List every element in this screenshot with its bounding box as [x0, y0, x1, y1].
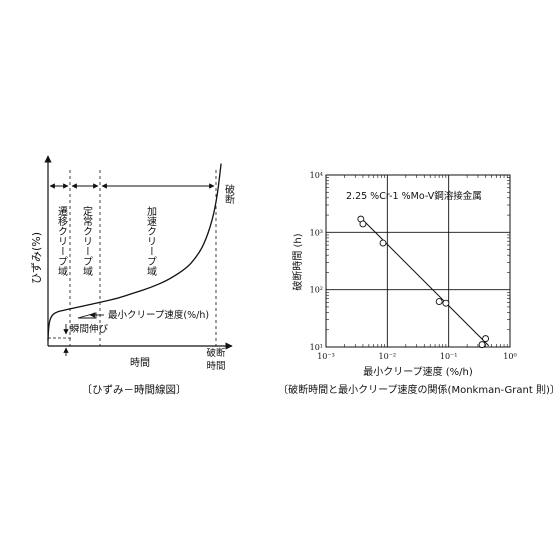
data-point: [442, 299, 450, 307]
rupture-time-line2: 時間: [206, 361, 225, 372]
tick-labels: 10⁻³ 10⁻² 10⁻¹ 10⁰ 10¹ 10² 10³ 10⁴: [310, 171, 517, 361]
y-axis-label: 破断時間 (h): [291, 233, 304, 290]
instant-elongation-label: 瞬間伸び: [70, 323, 109, 335]
x-tick-label: 10⁻¹: [440, 352, 458, 361]
x-axis-label: 時間: [130, 357, 150, 369]
data-point: [379, 239, 387, 247]
x-tick-label: 10⁻²: [379, 352, 397, 361]
data-point: [478, 341, 486, 349]
region-label-tertiary: 加速クリープ域: [145, 206, 157, 276]
x-axis-label: 最小クリープ速度 (%/h): [363, 365, 473, 378]
monkman-grant-plot: 10⁻³ 10⁻² 10⁻¹ 10⁰ 10¹ 10² 10³ 10⁴ 2.25 %Cr-1 %…: [278, 171, 560, 396]
y-tick-label: 10⁴: [310, 171, 323, 180]
legend-text: 2.25 %Cr-1 %Mo-V鋼溶接金属: [346, 190, 482, 202]
region-label-steady: 定常クリープ域: [81, 205, 93, 276]
y-tick-label: 10²: [310, 286, 323, 295]
data-point: [482, 335, 490, 343]
plot-frame: [325, 174, 511, 348]
y-tick-label: 10³: [310, 228, 323, 237]
y-tick-label: 10¹: [310, 343, 323, 352]
data-points: [357, 215, 490, 349]
min-rate-label: 最小クリープ速度(%/h): [108, 309, 209, 321]
left-caption: 〔ひずみ－時間線図〕: [82, 383, 187, 396]
creep-curve: [47, 163, 222, 341]
rupture-time-line1: 破断: [206, 347, 226, 359]
region-label-transient: 遷移クリープ域: [56, 206, 68, 276]
rupture-label: 破断: [223, 183, 235, 205]
fit-line: [359, 215, 490, 347]
right-caption: 〔破断時間と最小クリープ速度の関係(Monkman-Grant 則)〕: [278, 383, 560, 396]
data-point: [359, 220, 367, 228]
grid: [326, 175, 510, 347]
min-rate-tangent-marker: [77, 312, 97, 319]
strain-time-diagram: ひずみ(%) 時間 遷移クリープ域 定常クリープ域 加速クリープ域 破断 最小ク…: [30, 155, 235, 396]
x-tick-label: 10⁰: [503, 352, 516, 361]
x-tick-label: 10⁻³: [317, 352, 335, 361]
data-point: [435, 298, 443, 306]
y-axis-label: ひずみ(%): [30, 232, 43, 284]
